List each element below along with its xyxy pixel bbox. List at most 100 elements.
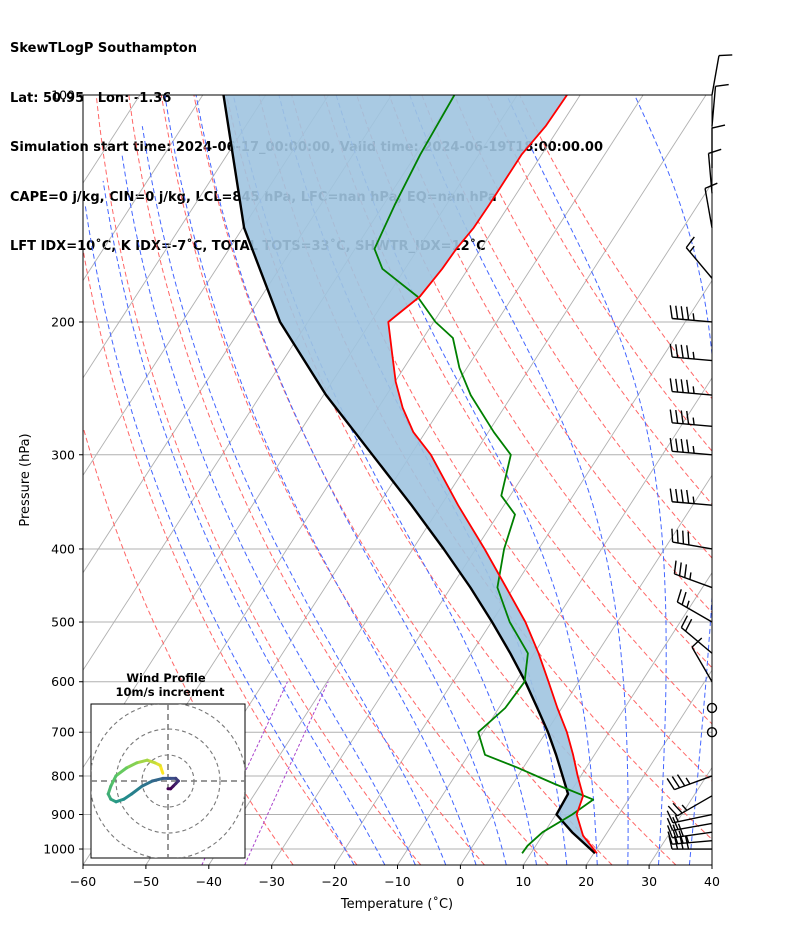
hodograph-segment xyxy=(109,774,118,788)
barb-staff xyxy=(677,795,713,817)
barb-staff xyxy=(672,831,713,839)
wind-barb xyxy=(711,83,729,127)
barb-half-flag xyxy=(689,572,692,580)
barb-staff xyxy=(672,822,713,832)
y-tick-label: 600 xyxy=(51,674,75,689)
x-axis-label: Temperature (˚C) xyxy=(340,896,453,912)
barb-half-flag xyxy=(692,496,695,504)
barb-half-flag xyxy=(692,351,695,360)
x-tick-label: −40 xyxy=(196,874,222,889)
wind-barb xyxy=(706,727,718,738)
barb-half-flag xyxy=(692,313,695,321)
isotherm-line xyxy=(522,571,712,865)
barb-full-flag xyxy=(686,345,690,359)
barb-full-flag xyxy=(669,378,673,392)
barb-full-flag xyxy=(687,531,690,545)
barb-staff xyxy=(704,188,713,228)
x-tick-label: 0 xyxy=(456,874,464,889)
hodograph-segment xyxy=(135,758,149,765)
barb-full-flag xyxy=(666,810,674,824)
barb-full-flag xyxy=(667,831,673,845)
isotherm-line xyxy=(585,669,712,865)
isotherm-line xyxy=(0,95,14,865)
chart-title: SkewTLogP Southampton xyxy=(10,41,197,56)
barb-full-flag xyxy=(669,305,673,319)
dry-adiabat xyxy=(226,95,677,865)
y-tick-label: 100 xyxy=(51,88,75,103)
wind-barb xyxy=(671,528,713,550)
barb-half-flag xyxy=(681,804,688,811)
barb-staff xyxy=(674,775,713,791)
x-tick-label: 40 xyxy=(704,874,720,889)
wind-barb xyxy=(669,488,713,506)
barb-full-flag xyxy=(680,344,684,359)
cin-cape-shading xyxy=(223,95,594,849)
barb-full-flag xyxy=(673,835,679,850)
wind-barb xyxy=(669,409,713,427)
moist-adiabat xyxy=(121,154,416,865)
barb-full-flag xyxy=(680,489,684,503)
dry-adiabat xyxy=(291,95,712,782)
barb-full-flag xyxy=(711,124,726,129)
isotherm-line xyxy=(83,95,204,282)
dry-adiabat xyxy=(421,95,712,559)
barb-half-flag xyxy=(692,446,695,454)
barb-full-flag xyxy=(680,410,684,424)
hodograph-segment xyxy=(122,792,134,801)
y-tick-label: 700 xyxy=(51,725,75,740)
wind-barb xyxy=(669,437,713,456)
x-tick-label: 20 xyxy=(578,874,594,889)
barb-half-flag xyxy=(685,777,691,785)
barb-half-flag xyxy=(685,835,690,843)
dry-adiabat xyxy=(453,95,712,505)
barb-full-flag xyxy=(680,379,684,393)
barb-staff xyxy=(680,627,713,654)
y-axis-label: Pressure (hPa) xyxy=(18,433,33,526)
moist-adiabat xyxy=(141,126,447,865)
barb-full-flag xyxy=(676,589,682,603)
x-tick-label: 10 xyxy=(515,874,531,889)
isotherm-line xyxy=(334,279,712,865)
barb-full-flag xyxy=(678,562,682,576)
moist-adiabat xyxy=(720,95,784,865)
isotherm-line xyxy=(711,864,712,865)
barb-full-flag xyxy=(680,306,684,320)
barb-staff xyxy=(672,541,713,550)
wind-barbs xyxy=(666,54,733,850)
barb-full-flag xyxy=(686,410,690,425)
parcel-profile-line xyxy=(222,95,596,855)
wind-barb xyxy=(676,589,713,623)
wind-barb xyxy=(666,810,713,824)
y-tick-label: 300 xyxy=(51,447,75,462)
barb-full-flag xyxy=(684,564,688,578)
barb-staff xyxy=(672,501,713,506)
wind-barb xyxy=(666,816,713,832)
y-tick-label: 500 xyxy=(51,615,75,630)
sounding-data xyxy=(222,95,598,855)
dry-adiabat xyxy=(128,95,485,865)
y-tick-label: 800 xyxy=(51,768,75,783)
barb-full-flag xyxy=(675,409,679,424)
x-tick-label: −60 xyxy=(70,874,96,889)
barb-full-flag xyxy=(675,344,679,358)
barb-half-flag xyxy=(692,417,695,425)
barb-staff xyxy=(672,356,713,362)
isotherm-line xyxy=(460,474,712,865)
wind-barb xyxy=(666,823,713,839)
calm-wind-circle xyxy=(706,702,718,714)
wind-barb xyxy=(673,560,713,589)
barb-staff xyxy=(672,422,713,427)
barb-staff xyxy=(711,55,720,96)
barb-full-flag xyxy=(669,409,673,423)
isotherm-line xyxy=(0,95,77,865)
dry-adiabat xyxy=(95,95,422,865)
hodograph-segment xyxy=(130,784,144,796)
barb-full-flag xyxy=(672,824,679,838)
barb-full-flag xyxy=(666,778,675,791)
barb-staff xyxy=(677,601,713,623)
wind-barb xyxy=(711,54,733,96)
barb-full-flag xyxy=(676,774,686,787)
barb-full-flag xyxy=(676,529,679,544)
y-tick-label: 900 xyxy=(51,807,75,822)
